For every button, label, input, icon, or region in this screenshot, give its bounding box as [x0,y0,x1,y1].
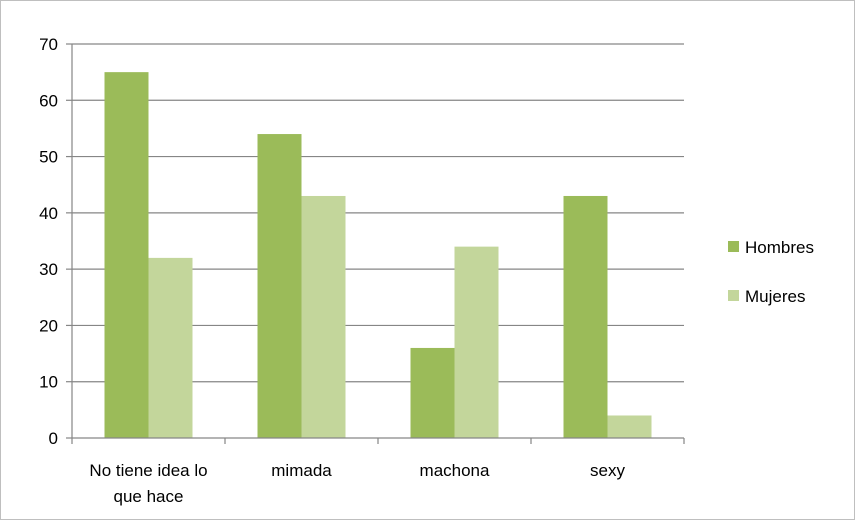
legend-swatch-mujeres [728,290,739,301]
bar-hombres [104,72,149,439]
bar-hombres [563,195,608,438]
bars [104,72,652,439]
y-tick-label: 10 [39,373,58,392]
y-tick-label: 70 [39,35,58,54]
legend: Hombres Mujeres [728,238,814,306]
y-tick-label: 60 [39,91,58,110]
x-category-label: que hace [114,487,184,506]
axes [66,43,685,444]
legend-label-mujeres: Mujeres [745,287,805,306]
legend-swatch-hombres [728,241,739,252]
y-tick-label: 20 [39,316,58,335]
x-category-label: sexy [590,461,625,480]
y-tick-label: 0 [49,429,58,448]
y-tick-label: 40 [39,204,58,223]
x-category-label: mimada [271,461,332,480]
x-category-label: machona [420,461,490,480]
legend-label-hombres: Hombres [745,238,814,257]
bar-hombres [257,134,302,439]
x-axis-category-labels: No tiene idea lo que hace mimada machona sex… [89,461,625,506]
bar-mujeres [607,415,652,438]
y-tick-label: 30 [39,260,58,279]
bar-hombres [410,347,455,438]
y-tick-label: 50 [39,148,58,167]
y-axis-tick-labels: 0 10 20 30 40 50 60 70 [39,35,58,448]
bar-mujeres [454,246,499,438]
bar-mujeres [148,257,193,438]
bar-mujeres [301,195,346,438]
x-category-label: No tiene idea lo [89,461,207,480]
